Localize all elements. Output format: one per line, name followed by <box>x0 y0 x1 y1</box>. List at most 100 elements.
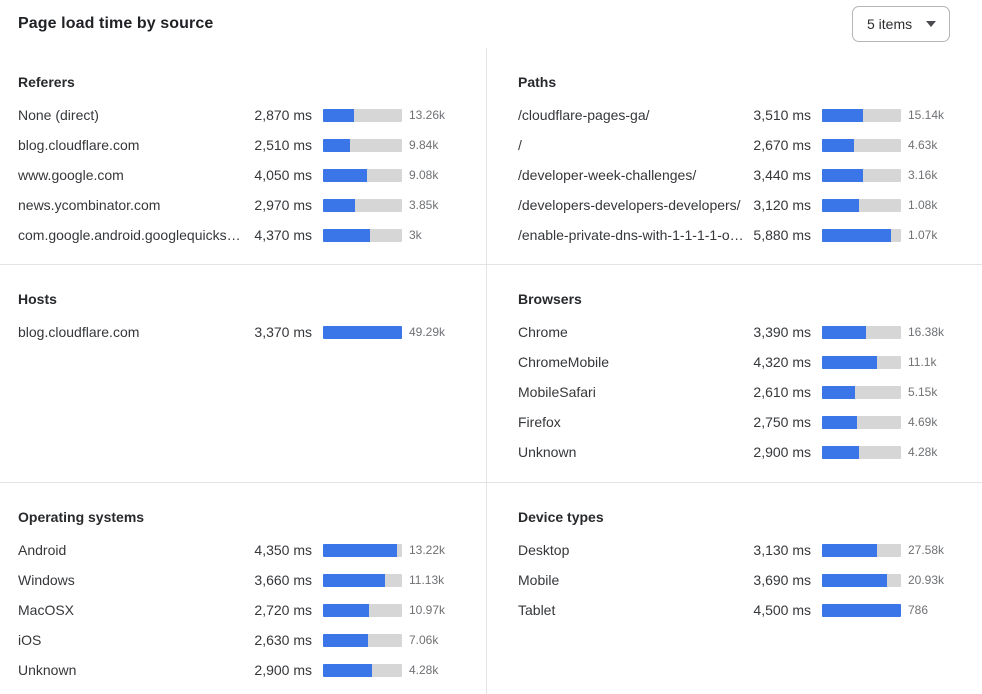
row-count: 4.63k <box>908 138 938 152</box>
panel-title: Hosts <box>18 291 57 307</box>
section-row: Hosts blog.cloudflare.com 3,370 ms 49.29k Br… <box>0 265 982 483</box>
bar-track <box>323 603 402 617</box>
row-label: Unknown <box>18 662 77 678</box>
row-count: 27.58k <box>908 543 945 557</box>
bar-fill <box>323 663 373 677</box>
row-load-time: 4,350 ms <box>254 542 312 558</box>
bar-fill <box>822 543 877 557</box>
table-row: /developers-developers-developers/3,120 … <box>518 190 960 220</box>
row-load-time: 3,120 ms <box>753 197 811 213</box>
row-load-time: 2,900 ms <box>254 662 312 678</box>
row-count: 786 <box>908 603 929 617</box>
row-load-time: 4,500 ms <box>753 602 811 618</box>
table-row: Unknown 2,900 ms 4.28k <box>518 437 960 467</box>
bar-fill <box>822 138 854 152</box>
bar-fill <box>822 168 863 182</box>
bar-track <box>822 108 901 122</box>
table-row: /cloudflare-pages-ga/3,510 ms 15.14k <box>518 100 960 130</box>
row-load-time: 3,370 ms <box>254 324 312 340</box>
panel-title: Device types <box>518 509 604 525</box>
row-label: blog.cloudflare.com <box>18 324 140 340</box>
row-load-time: 3,510 ms <box>753 107 811 123</box>
bar-track <box>323 573 402 587</box>
row-count: 7.06k <box>409 633 439 647</box>
row-count: 49.29k <box>409 325 446 339</box>
bar-fill <box>323 108 354 122</box>
table-row: Unknown 2,900 ms 4.28k <box>18 655 461 685</box>
bar-track <box>822 543 901 557</box>
bar-fill <box>822 573 887 587</box>
row-label: Tablet <box>518 602 556 618</box>
row-count: 11.1k <box>908 355 937 369</box>
row-label: Mobile <box>518 572 560 588</box>
row-load-time: 2,870 ms <box>254 107 312 123</box>
row-load-time: 3,660 ms <box>254 572 312 588</box>
row-load-time: 3,440 ms <box>753 167 811 183</box>
bar-track <box>822 355 901 369</box>
row-count: 15.14k <box>908 108 945 122</box>
row-label: / <box>518 137 522 153</box>
row-label: None (direct) <box>18 107 99 123</box>
row-label: Unknown <box>518 444 577 460</box>
row-load-time: 2,510 ms <box>254 137 312 153</box>
table-row: /developer-week-challenges/3,440 ms 3.16k <box>518 160 960 190</box>
row-count: 4.28k <box>409 663 439 677</box>
bar-fill <box>822 385 856 399</box>
bar-fill <box>323 633 368 647</box>
row-label: /developer-week-challenges/ <box>518 167 697 183</box>
row-label: Windows <box>18 572 75 588</box>
row-label: /cloudflare-pages-ga/ <box>518 107 650 123</box>
bar-track <box>323 325 402 339</box>
bar-track <box>323 168 402 182</box>
panels-grid: Referers None (direct) 2,870 ms 13.26k blog.… <box>0 48 982 694</box>
table-row: Desktop 3,130 ms 27.58k <box>518 535 960 565</box>
row-count: 9.84k <box>409 138 439 152</box>
table-row: Chrome 3,390 ms 16.38k <box>518 317 960 347</box>
bar-fill <box>822 228 892 242</box>
row-count: 4.69k <box>908 415 938 429</box>
panel-referers: Referers None (direct) 2,870 ms 13.26k blog.… <box>0 48 486 264</box>
table-row: Windows 3,660 ms 11.13k <box>18 565 461 595</box>
row-count: 20.93k <box>908 573 945 587</box>
bar-track <box>822 445 901 459</box>
table-row: Android 4,350 ms 13.22k <box>18 535 461 565</box>
row-load-time: 3,390 ms <box>753 324 811 340</box>
section-row: Referers None (direct) 2,870 ms 13.26k blog.… <box>0 48 982 265</box>
row-label: MobileSafari <box>518 384 596 400</box>
table-row: MacOSX 2,720 ms 10.97k <box>18 595 461 625</box>
row-label: iOS <box>18 632 42 648</box>
row-load-time: 4,050 ms <box>254 167 312 183</box>
row-label: com.google.android.googlequicksearc... <box>18 227 247 243</box>
items-count-dropdown[interactable]: 5 items <box>852 6 950 42</box>
bar-fill <box>822 198 859 212</box>
bar-track <box>323 228 402 242</box>
panel-hosts: Hosts blog.cloudflare.com 3,370 ms 49.29k <box>0 265 486 482</box>
row-label: blog.cloudflare.com <box>18 137 140 153</box>
panel-title: Paths <box>518 74 557 90</box>
row-label: Firefox <box>518 414 561 430</box>
row-label: www.google.com <box>18 167 124 183</box>
row-count: 13.22k <box>409 543 446 557</box>
table-row: Mobile 3,690 ms 20.93k <box>518 565 960 595</box>
page-title: Page load time by source <box>18 15 214 32</box>
bar-track <box>822 138 901 152</box>
bar-fill <box>323 168 367 182</box>
row-load-time: 5,880 ms <box>753 227 811 243</box>
panel-paths: Paths/cloudflare-pages-ga/3,510 ms 15.14k… <box>486 48 982 264</box>
row-load-time: 3,130 ms <box>753 542 811 558</box>
bar-track <box>323 663 402 677</box>
table-row: www.google.com 4,050 ms 9.08k <box>18 160 461 190</box>
row-label: Chrome <box>518 324 568 340</box>
row-load-time: 2,670 ms <box>753 137 811 153</box>
bar-fill <box>822 415 858 429</box>
row-label: Android <box>18 542 67 558</box>
row-count: 1.08k <box>908 198 938 212</box>
table-row: blog.cloudflare.com 2,510 ms 9.84k <box>18 130 461 160</box>
row-load-time: 2,630 ms <box>254 632 312 648</box>
panel-device-types: Device types Desktop 3,130 ms 27.58k Mobile 3… <box>486 483 982 694</box>
row-load-time: 2,720 ms <box>254 602 312 618</box>
panel-browsers: Browsers Chrome 3,390 ms 16.38k ChromeMobile… <box>486 265 982 482</box>
table-row: Tablet 4,500 ms 786 <box>518 595 960 625</box>
row-count: 3k <box>409 228 422 242</box>
row-count: 4.28k <box>908 445 938 459</box>
